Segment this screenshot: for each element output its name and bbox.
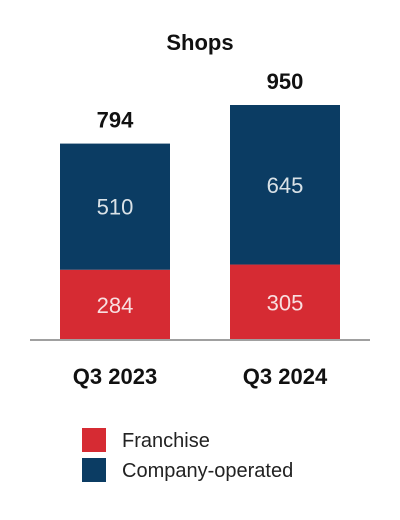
chart-title: Shops [166,30,233,55]
bar-segment-franchise-0 [60,269,170,340]
bar-segment-company-operated-1 [230,105,340,265]
legend-swatch [82,428,106,452]
bar-segment-company-operated-0 [60,143,170,270]
segment-value-label: 284 [97,293,134,318]
legend-swatch [82,458,106,482]
category-label: Q3 2024 [243,364,328,389]
bars-layer: 284 510 794 305 645 950 [60,69,340,340]
segment-value-label: 645 [267,173,304,198]
bar-total-label: 794 [97,108,134,133]
bar-segment-franchise-1 [230,264,340,340]
legend-label: Company-operated [122,460,293,482]
category-label: Q3 2023 [73,364,157,389]
segment-value-label: 305 [267,290,304,315]
segment-value-label: 510 [97,195,134,220]
legend: Franchise Company-operated [82,428,293,482]
category-labels: Q3 2023 Q3 2024 [73,364,328,389]
bar-total-label: 950 [267,69,304,94]
legend-label: Franchise [122,430,210,452]
